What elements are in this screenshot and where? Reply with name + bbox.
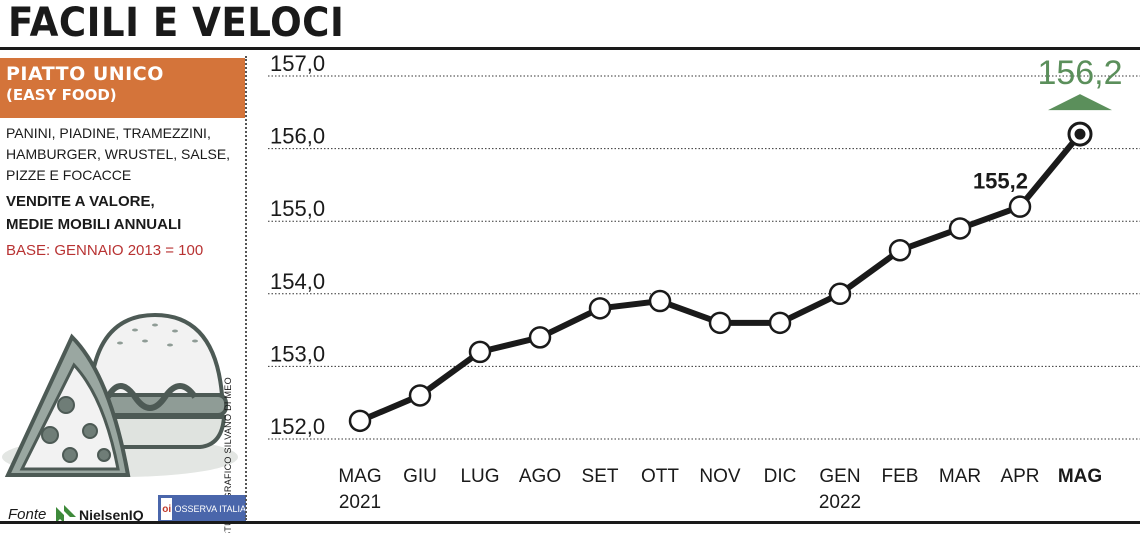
x-tick-label: MAG [1058,466,1102,487]
description-line: PIZZE E FOCACCE [6,167,132,183]
y-tick-label: 156,0 [270,124,325,149]
panel-separator [245,56,247,520]
year-label: 2021 [339,492,381,513]
category-badge: PIATTO UNICO (EASY FOOD) [0,58,245,118]
page-title: FACILI E VELOCI [8,0,345,46]
y-tick-label: 157,0 [270,52,325,76]
nielsen-logo-icon [56,505,76,523]
data-point [468,340,492,364]
x-tick-label: NOV [699,466,741,487]
data-point [948,217,972,240]
measure-line: VENDITE A VALORE, [6,193,155,210]
data-point [828,282,852,306]
x-tick-label: GIU [403,466,437,487]
data-point [528,326,552,349]
x-tick-label: AGO [519,466,561,487]
data-point [348,409,372,433]
x-tick-label: GEN [819,466,860,487]
category-description: PANINI, PIADINE, TRAMEZZINI, HAMBURGER, … [6,123,242,186]
measure-description: VENDITE A VALORE, MEDIE MOBILI ANNUALI [6,190,242,236]
data-point [768,311,792,335]
index-base-note: BASE: GENNAIO 2013 = 100 [6,242,204,259]
description-line: HAMBURGER, WRUSTEL, SALSE, [6,146,231,162]
y-tick-label: 152,0 [270,414,325,439]
source-line: Fonte NielsenIQ oi OSSERVA ITALIA [6,495,246,529]
data-point [588,297,612,320]
y-tick-label: 155,0 [270,196,325,221]
x-tick-label: MAR [939,466,981,487]
source-label: Fonte [8,506,47,523]
x-tick-label: APR [1000,466,1039,487]
data-point [708,311,732,335]
data-point [888,238,912,262]
x-tick-label: DIC [764,466,797,487]
y-tick-label: 154,0 [270,269,325,294]
category-subtitle: (EASY FOOD) [6,86,117,104]
source-osserva: OSSERVA ITALIA [174,504,246,514]
osserva-mark-icon: oi [161,498,173,520]
bottom-rule [0,521,1140,524]
line-chart: 152,0 153,0 154,0 155,0 156,0 157,0 MAG GIU LUG A… [268,52,1140,513]
x-tick-label: FEB [882,466,919,487]
osserva-italia-logo: oi OSSERVA ITALIA [158,495,246,523]
highlight-point-center [1074,128,1086,140]
highlight-value-label: 156,2 [1037,54,1122,92]
x-tick-label: MAG [338,466,381,487]
highlight-arrow-icon [1048,94,1112,111]
source-nielsen: NielsenIQ [79,507,144,523]
y-tick-label: 153,0 [270,341,325,366]
side-panel: PIATTO UNICO (EASY FOOD) PANINI, PIADINE… [0,50,246,533]
top-rule [0,47,1140,50]
x-tick-label: SET [582,466,619,487]
measure-line: MEDIE MOBILI ANNUALI [6,216,182,233]
data-point [648,289,672,313]
data-point [408,384,432,407]
pizza-burger-illustration [2,312,238,477]
category-title: PIATTO UNICO [6,63,164,85]
description-line: PANINI, PIADINE, TRAMEZZINI, [6,125,211,141]
x-tick-label: OTT [641,466,679,487]
x-tick-label: LUG [460,466,499,487]
year-label: 2022 [819,492,861,513]
value-label: 155,2 [973,169,1028,194]
data-point [1008,195,1032,218]
